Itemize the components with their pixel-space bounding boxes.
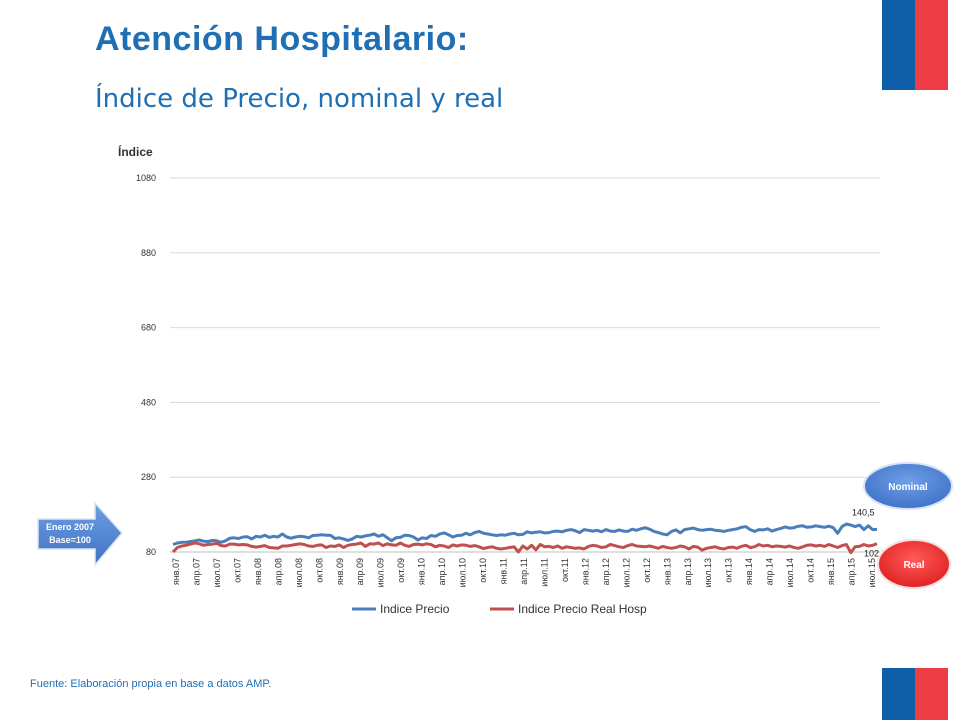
x-tick-label: апр.10 [437,558,447,585]
x-tick-label: янв.09 [335,558,345,585]
legend-label: Indice Precio Real Hosp [518,602,647,616]
x-tick-label: окт.08 [314,558,324,583]
x-tick-label: окт.12 [642,558,652,583]
slide-title: Atención Hospitalario: [95,20,469,58]
x-tick-label: янв.13 [662,558,672,585]
x-tick-label: янв.10 [417,558,427,585]
x-tick-label: июл.10 [458,558,468,587]
y-tick-label: 80 [146,547,156,557]
series-line-real [171,541,878,555]
x-tick-label: апр.15 [847,558,857,585]
flag-blue-stripe [882,668,915,720]
y-tick-label: 480 [141,397,156,407]
x-tick-label: янв.11 [499,558,509,584]
x-tick-label: окт.14 [806,558,816,583]
x-tick-label: янв.12 [580,558,590,585]
y-tick-label: 880 [141,248,156,258]
x-tick-label: апр.14 [765,558,775,585]
x-tick-label: июл.14 [785,558,795,587]
slide-subtitle: Índice de Precio, nominal y real [95,84,504,114]
x-tick-label: июл.11 [539,558,549,587]
x-tick-label: янв.14 [744,558,754,585]
flag-blue-stripe [882,0,915,90]
x-tick-label: апр.08 [273,558,283,585]
x-tick-label: окт.13 [724,558,734,583]
x-tick-label: янв.07 [171,558,181,585]
x-tick-label: апр.09 [355,558,365,585]
x-tick-label: июл.08 [294,558,304,587]
x-tick-label: апр.13 [683,558,693,585]
x-tick-label: июл.12 [621,558,631,587]
flag-red-stripe [915,668,948,720]
x-tick-label: июл.15 [867,558,877,587]
series-line-nominal [172,522,878,546]
x-tick-label: окт.10 [478,558,488,583]
x-tick-label: апр.07 [191,558,201,585]
x-tick-label: окт.09 [396,558,406,583]
real-callout-label: Real [903,560,924,571]
x-tick-label: апр.12 [601,558,611,585]
x-tick-label: янв.15 [826,558,836,585]
x-tick-label: окт.07 [232,558,242,583]
real-callout [877,539,951,589]
x-tick-label: окт.11 [560,558,570,582]
nominal-callout [863,462,953,510]
x-tick-label: июл.13 [703,558,713,587]
x-tick-label: янв.08 [253,558,263,585]
base-callout-line1: Enero 2007 [46,522,94,532]
x-tick-label: июл.07 [212,558,222,587]
base-callout-line2: Base=100 [49,535,91,545]
legend-label: Indice Precio [380,602,450,616]
y-tick-label: 280 [141,472,156,482]
chile-flag-logo-top [882,0,948,90]
y-axis-label: Índice [118,144,153,159]
nominal-end-label: 140,5 [852,507,875,517]
source-note: Fuente: Elaboración propia en base a dat… [30,678,272,690]
chile-flag-logo-bottom [882,668,948,720]
x-tick-label: апр.11 [519,558,529,585]
base-arrow-callout [37,501,123,568]
x-tick-label: июл.09 [376,558,386,587]
y-tick-label: 1080 [136,173,156,183]
real-end-label: 102,2 [864,549,887,559]
y-tick-label: 680 [141,323,156,333]
flag-red-stripe [915,0,948,90]
nominal-callout-label: Nominal [888,482,928,493]
